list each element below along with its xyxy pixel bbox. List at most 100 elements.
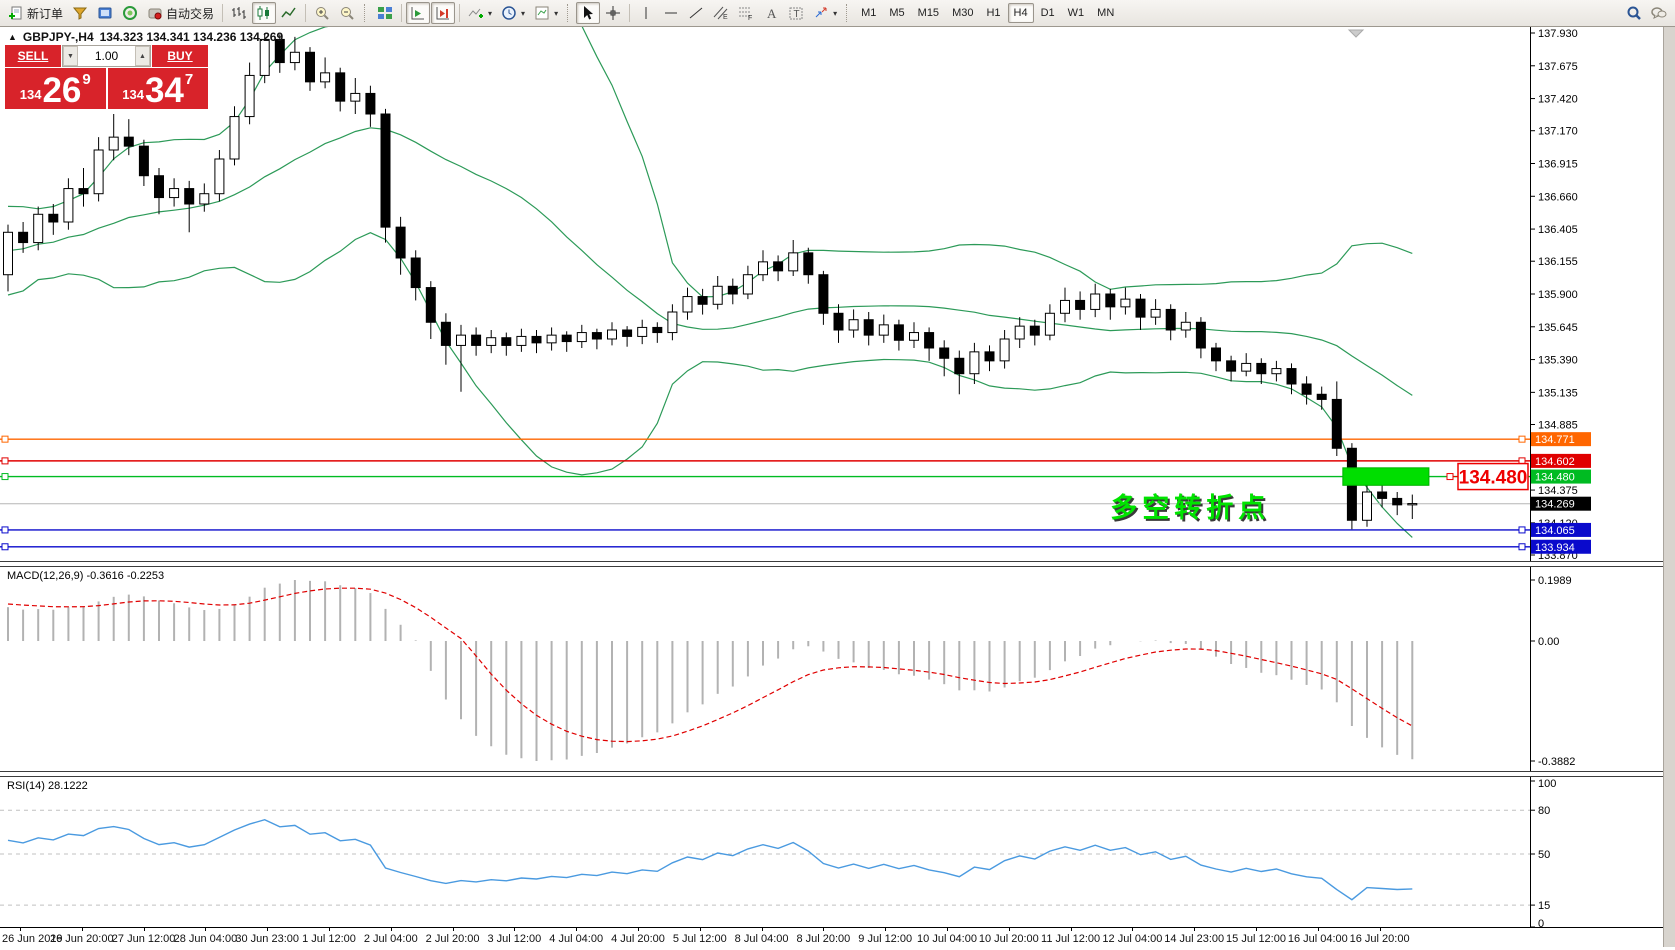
volume-value[interactable]: 1.00 <box>94 49 119 63</box>
bear-candle <box>1301 383 1312 395</box>
toolbar-button-trendline[interactable] <box>684 2 708 24</box>
toolbar-button-bar-chart[interactable] <box>227 2 251 24</box>
toolbar-button-metaeditor[interactable] <box>93 2 117 24</box>
time-axis-label: 10 Jul 20:00 <box>978 933 1039 945</box>
toolbar-button-label: M30 <box>952 7 974 19</box>
bull-candle <box>848 319 859 331</box>
bull-candle <box>712 285 723 305</box>
time-axis-tick <box>1194 928 1196 931</box>
symbol-marker-icon[interactable]: ▲ <box>8 32 17 42</box>
toolbar-button-chart-shift[interactable] <box>431 2 456 24</box>
toolbar-button-autotrading[interactable]: 自动交易 <box>143 2 218 24</box>
toolbar-button-timeframe-M5[interactable]: M5 <box>883 3 910 23</box>
toolbar-button-vertical-line[interactable] <box>634 2 658 24</box>
toolbar-button-zoom-in[interactable] <box>310 2 334 24</box>
toolbar-button-crosshair[interactable] <box>601 2 625 24</box>
toolbar-button-search[interactable] <box>1622 2 1646 24</box>
macd-axis-bg <box>1531 567 1663 771</box>
chart-annotation-text[interactable]: 多空转折点 <box>1110 492 1271 523</box>
buy-price-panel[interactable]: 134 34 7 <box>107 68 208 109</box>
chevron-down-icon[interactable]: ▾ <box>833 8 838 18</box>
toolbar-button-fibonacci[interactable]: F <box>734 2 758 24</box>
bull-candle <box>1120 298 1131 308</box>
toolbar-button-timeframe-M30[interactable]: M30 <box>946 3 979 23</box>
rsi-axis[interactable]: 100 80 50 15 0 <box>1530 777 1663 927</box>
toolbar-button-timeframe-H4[interactable]: H4 <box>1007 3 1034 23</box>
toolbar-button-horizontal-line[interactable] <box>659 2 683 24</box>
toolbar-button-line-chart[interactable] <box>277 2 301 24</box>
bars-icon <box>231 5 247 21</box>
bull-candle <box>607 329 617 340</box>
toolbar-button-timeframe-MN[interactable]: MN <box>1091 3 1120 23</box>
macd-canvas[interactable]: 0.1989 0.00 -0.3882 <box>0 567 1663 771</box>
pane-divider[interactable] <box>0 771 1663 777</box>
toolbar-button-layouts[interactable] <box>68 2 92 24</box>
toolbar-separator <box>846 4 850 22</box>
buy-price-prefix: 134 <box>122 87 144 102</box>
price-axis-label: 133.870 <box>1538 550 1578 561</box>
toolbar-button-arrows[interactable]: ▾ <box>809 2 841 24</box>
toolbar-button-cursor[interactable] <box>576 2 601 24</box>
toolbar-separator <box>629 4 631 22</box>
toolbar-button-zoom-out[interactable] <box>335 2 359 24</box>
bull-candle <box>93 149 104 195</box>
chevron-down-icon[interactable]: ▾ <box>488 8 493 18</box>
toolbar-button-templates[interactable]: ▾ <box>530 2 562 24</box>
price-axis-label: 135.390 <box>1538 355 1578 367</box>
symbol-name: GBPJPY-,H4 <box>22 30 94 44</box>
bull-candle <box>320 72 331 83</box>
price-label-box <box>1457 462 1529 491</box>
bollinger-upper <box>7 27 1413 298</box>
chevron-down-icon[interactable]: ▾ <box>521 8 526 18</box>
rsi-canvas[interactable]: 100 80 50 15 0 <box>0 777 1663 927</box>
toolbar-button-label: D1 <box>1040 7 1055 19</box>
toolbar-button-new-order[interactable]: 新订单 <box>4 2 67 24</box>
toolbar-button-label: MN <box>1097 7 1115 19</box>
toolbar-button-tile-windows[interactable] <box>373 2 397 24</box>
sell-price-panel[interactable]: 134 26 9 <box>5 68 106 109</box>
sell-button[interactable]: SELL <box>5 45 61 67</box>
time-axis-tick <box>885 928 887 931</box>
volume-decrease-button[interactable]: ▼ <box>63 46 78 66</box>
bear-candle <box>893 324 904 341</box>
macd-pane[interactable]: 0.1989 0.00 -0.3882 MACD(12,26,9) -0.3616 … <box>0 567 1663 771</box>
toolbar-button-timeframe-M1[interactable]: M1 <box>855 3 882 23</box>
price-axis[interactable]: 137.930 137.675 137.420 137.170 136.915 136.6… <box>1530 27 1663 561</box>
toolbar-button-timeframe-D1[interactable]: D1 <box>1035 3 1061 23</box>
time-axis[interactable]: 26 Jun 2019 26 Jun 20:00 27 Jun 12:00 28 Ju… <box>0 927 1663 950</box>
main-chart-canvas[interactable]: 134.480 137.930 137.675 137.420 137.170 136.9… <box>0 27 1663 561</box>
main-chart-pane[interactable]: 134.480 137.930 137.675 137.420 137.170 136.9… <box>0 27 1663 561</box>
toolbar-button-equidistant-channel[interactable]: E <box>709 2 733 24</box>
toolbar-separator <box>364 4 368 22</box>
autotrade-icon <box>147 5 163 21</box>
rsi-pane[interactable]: 100 80 50 15 0 RSI(14) 28.1222 <box>0 777 1663 927</box>
chevron-down-icon[interactable]: ▾ <box>554 8 559 18</box>
toolbar-button-text[interactable]: A <box>759 2 783 24</box>
time-axis-tick <box>1256 928 1257 931</box>
price-label-text: 134.480 <box>1459 468 1528 489</box>
toolbar-button-community[interactable] <box>1647 2 1671 24</box>
bull-candle <box>456 334 466 346</box>
bear-candle <box>335 72 346 102</box>
toolbar-button-timeframe-H1[interactable]: H1 <box>980 3 1006 23</box>
volume-increase-button[interactable]: ▲ <box>135 46 150 66</box>
time-axis-tick <box>699 928 701 931</box>
time-axis-tick <box>143 928 145 931</box>
pane-divider[interactable] <box>0 561 1663 567</box>
textA-icon: A <box>763 5 779 21</box>
bull-candle <box>244 74 255 118</box>
bull-candle <box>289 51 300 64</box>
toolbar-button-timeframe-M15[interactable]: M15 <box>912 3 945 23</box>
toolbar-button-indicators[interactable]: ▾ <box>464 2 496 24</box>
toolbar-button-text-label[interactable]: T <box>784 2 808 24</box>
toolbar-button-auto-scroll[interactable] <box>406 2 431 24</box>
toolbar-button-periods[interactable]: ▾ <box>497 2 529 24</box>
toolbar-button-signals[interactable] <box>118 2 142 24</box>
toolbar-button-candle-chart[interactable] <box>252 2 277 24</box>
buy-button[interactable]: BUY <box>152 45 208 67</box>
macd-axis[interactable]: 0.1989 0.00 -0.3882 <box>1530 567 1663 771</box>
search-icon <box>1626 5 1642 21</box>
price-badge-text: 134.602 <box>1535 456 1575 468</box>
toolbar-button-timeframe-W1[interactable]: W1 <box>1062 3 1091 23</box>
macd-axis-label: 0.1989 <box>1538 575 1572 587</box>
